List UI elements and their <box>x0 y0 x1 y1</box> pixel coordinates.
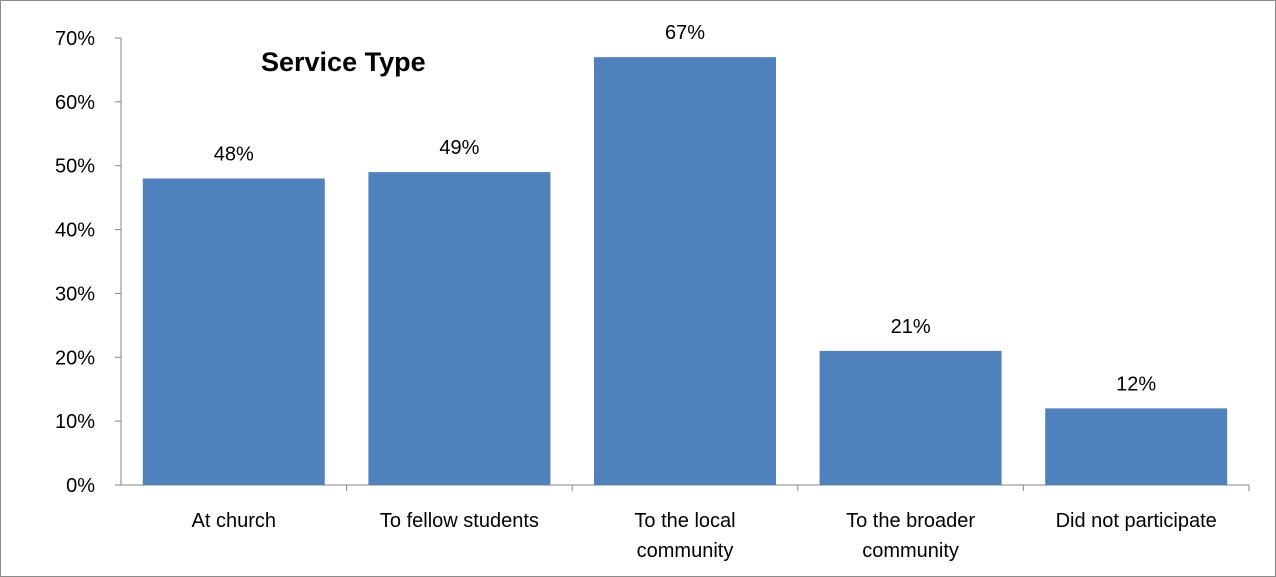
data-label: 21% <box>891 316 931 338</box>
x-tick-label: Did not participate <box>1056 510 1217 532</box>
bar <box>142 178 325 485</box>
bar <box>819 350 1002 485</box>
bar <box>594 57 776 486</box>
bar <box>1045 408 1228 485</box>
chart-title: Service Type <box>261 47 426 77</box>
data-label: 67% <box>665 22 705 44</box>
data-label: 48% <box>214 143 254 165</box>
x-tick-label: community <box>637 540 734 562</box>
x-tick-label: community <box>862 540 959 562</box>
y-tick-label: 20% <box>55 347 95 369</box>
x-tick-label: At church <box>192 510 276 532</box>
data-label: 12% <box>1116 373 1156 395</box>
x-tick-label: To the local <box>634 510 735 532</box>
labels: 48% At church 49% To fellow students 67% To t… <box>192 22 1217 562</box>
x-tick-label: To fellow students <box>380 510 539 532</box>
y-tick-label: 40% <box>55 220 95 242</box>
data-label: 49% <box>439 137 479 159</box>
y-tick-label: 0% <box>66 475 95 497</box>
y-tick-label: 70% <box>55 28 95 50</box>
y-tick-label: 10% <box>55 411 95 433</box>
y-tick-label: 60% <box>55 92 95 114</box>
bar <box>368 172 551 485</box>
x-tick-label: To the broader <box>846 510 975 532</box>
bars <box>142 57 1228 486</box>
y-tick-label: 30% <box>55 283 95 305</box>
y-tick-label: 50% <box>55 156 95 178</box>
